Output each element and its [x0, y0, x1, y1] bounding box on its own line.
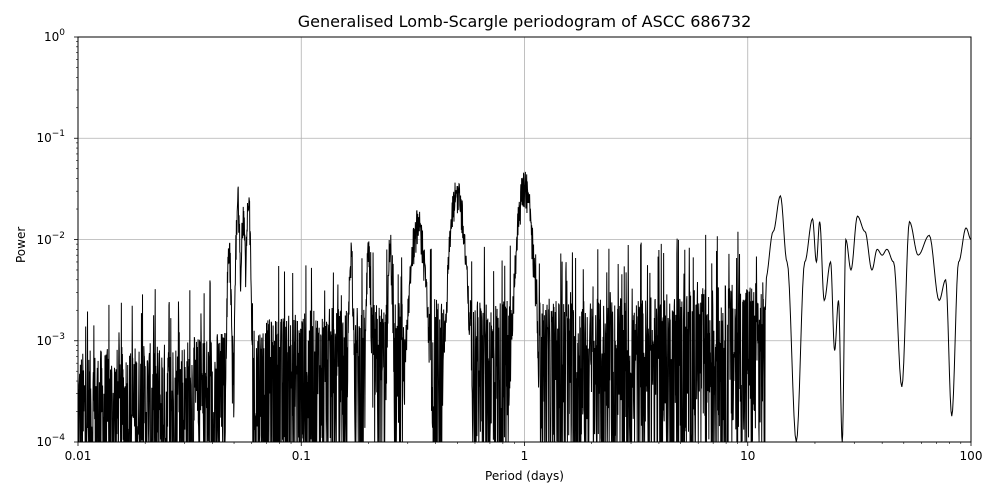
chart-title: Generalised Lomb-Scargle periodogram of … — [297, 12, 752, 31]
tick-marks — [74, 36, 972, 446]
x-tick-label: 0.1 — [291, 449, 311, 463]
periodogram-line — [78, 171, 971, 442]
y-tick-label: 10−2 — [36, 230, 65, 247]
y-axis-label: Power — [14, 226, 28, 263]
y-tick-label: 10−4 — [36, 433, 65, 449]
x-tick-label: 0.01 — [64, 449, 92, 463]
x-tick-label: 100 — [959, 449, 983, 463]
x-tick-label: 10 — [740, 449, 756, 463]
y-tick-label: 10−3 — [36, 331, 65, 348]
y-tick-label: 100 — [43, 28, 65, 44]
y-tick-label: 10−1 — [36, 129, 65, 146]
x-axis-label: Period (days) — [485, 469, 564, 483]
x-tick-label: 1 — [520, 449, 529, 463]
